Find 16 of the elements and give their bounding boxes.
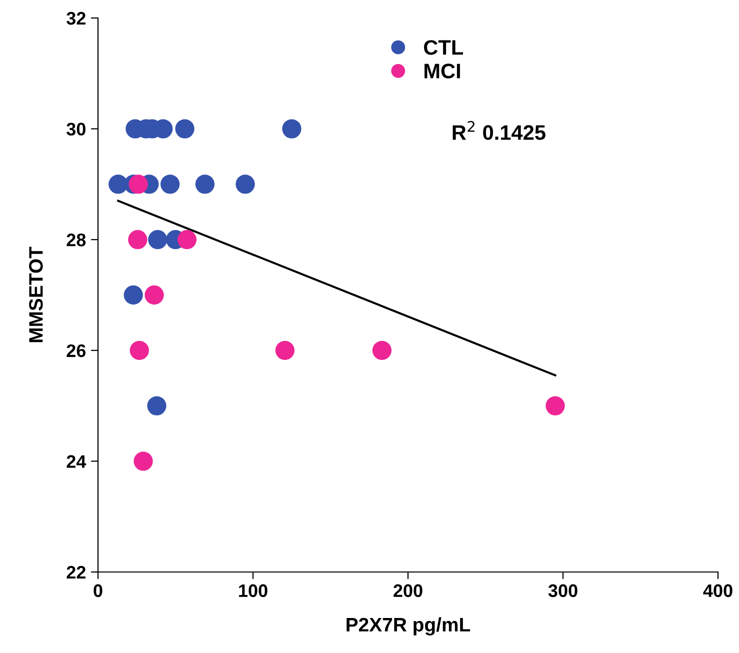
annotation: R$^{2}$ 0.1425 (452, 120, 546, 140)
y-axis-title: MMSETOT (29, 246, 43, 342)
y-tick-label: 22 (66, 566, 86, 579)
x-tick-label: 200 (394, 584, 422, 598)
legend-label: MCI (424, 64, 460, 78)
y-tick-label: 30 (66, 122, 86, 136)
x-tick-label: 0 (94, 584, 102, 598)
x-axis-title: P2X7R pg/mL (346, 617, 470, 636)
x-tick-label: 400 (703, 584, 732, 598)
y-tick-label: 32 (66, 12, 86, 25)
x-tick-label: 300 (548, 584, 578, 598)
y-tick-label: 24 (66, 455, 86, 468)
x-tick-label: 100 (239, 584, 268, 598)
legend-label: CTL (424, 40, 464, 55)
y-tick-label: 28 (66, 234, 86, 246)
y-tick-label: 26 (66, 344, 86, 358)
